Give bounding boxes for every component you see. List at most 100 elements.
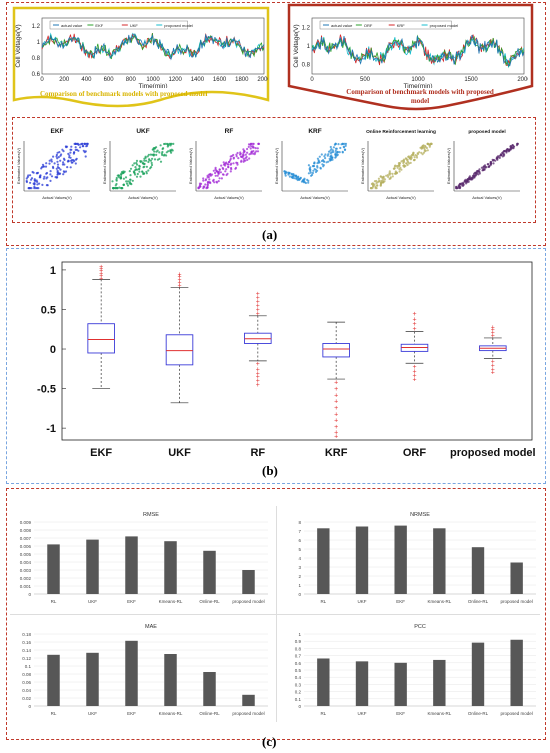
outlier-marker: + <box>99 266 103 273</box>
x-tick-label: Kmeans-RL <box>427 711 451 716</box>
scatter-point <box>212 169 215 172</box>
scatter-point <box>56 166 60 169</box>
x-tick-label: KRF <box>325 447 348 459</box>
bar <box>471 642 485 706</box>
scatter-point <box>42 165 45 168</box>
scatter-point <box>332 146 335 149</box>
scatter-point <box>169 150 172 153</box>
scatter-point <box>55 176 58 179</box>
bar-chart-pcc: PCC 0 0.1 0.2 0.3 0.4 0.5 0.6 0.7 0.8 0.9 1 RL UKF EKF… <box>295 624 536 716</box>
bar-chart-nrmse: NRMSE 0 1 2 3 4 5 6 7 8 RL UKF EKF Kmeans-RL Online-RL… <box>298 512 536 604</box>
scatter-panel: proposed model Actual Values(V) Estimated … <box>446 129 520 200</box>
legend-label: UKF <box>130 23 139 28</box>
x-tick-label: ORF <box>403 447 427 459</box>
x-tick-label: 1400 <box>191 77 205 83</box>
scatter-point <box>56 157 59 160</box>
bar <box>125 640 138 706</box>
scatter-point <box>45 184 48 187</box>
x-tick-label: RL <box>51 599 57 604</box>
scatter-point <box>327 160 330 163</box>
scatter-point <box>393 165 396 168</box>
scatter-point <box>147 169 150 172</box>
scatter-point <box>209 181 212 185</box>
outlier-marker: + <box>177 283 181 290</box>
scatter-point <box>197 187 200 190</box>
outlier-marker: + <box>256 295 260 302</box>
scatter-point <box>313 161 316 164</box>
scatter-point <box>376 184 379 187</box>
outlier-marker: + <box>491 324 495 331</box>
scatter-point <box>246 147 249 151</box>
scatter-title: proposed model <box>468 129 505 135</box>
scatter-point <box>482 169 485 172</box>
scatter-point <box>339 146 342 150</box>
scatter-point <box>62 161 65 164</box>
y-tick-label: 0.16 <box>22 640 31 645</box>
scatter-point <box>166 145 169 148</box>
scatter-point <box>501 151 504 154</box>
legend-label: actual value <box>61 23 83 28</box>
scatter-point <box>118 176 121 179</box>
scatter-x-label: Actual Values(V) <box>42 195 72 200</box>
scatter-point <box>370 187 373 190</box>
scatter-point <box>335 151 339 154</box>
scatter-point <box>400 168 403 171</box>
scatter-point <box>159 144 162 147</box>
scatter-point <box>418 151 421 154</box>
scatter-y-label: Estimated Values(V) <box>102 147 107 184</box>
scatter-point <box>115 179 118 182</box>
scatter-point <box>214 166 217 169</box>
scatter-point <box>147 153 150 156</box>
scatter-point <box>224 170 227 173</box>
scatter-point <box>50 158 53 161</box>
y-tick-label: 0 <box>50 344 56 356</box>
box-item: ++++++++++ <box>322 321 350 441</box>
scatter-point <box>66 166 69 169</box>
y-tick-label: 0.009 <box>20 520 32 525</box>
scatter-point <box>298 178 301 181</box>
scatter-point <box>505 151 508 154</box>
outlier-marker: + <box>491 358 495 365</box>
outlier-marker: + <box>256 311 260 318</box>
outlier-marker: + <box>412 321 416 328</box>
scatter-point <box>256 147 259 150</box>
scatter-point <box>329 158 332 161</box>
outlier-marker: + <box>491 362 495 369</box>
scatter-point <box>220 164 223 167</box>
y-tick-label: 0.08 <box>22 672 31 677</box>
x-tick-label: 500 <box>360 77 371 83</box>
scatter-point <box>128 170 131 173</box>
scatter-point <box>383 178 387 181</box>
x-axis-label: Time(min) <box>403 83 432 88</box>
scatter-point <box>316 166 319 169</box>
scatter-point <box>74 162 77 165</box>
scatter-point <box>246 151 249 154</box>
scatter-point <box>398 170 401 173</box>
x-tick-label: 1000 <box>411 77 425 83</box>
scatter-point <box>208 178 211 181</box>
y-tick-label: -0.5 <box>37 384 56 396</box>
x-tick-label: EKF <box>90 447 112 459</box>
scatter-point <box>382 175 385 178</box>
y-tick-label: 0.004 <box>20 560 32 565</box>
scatter-point <box>132 170 135 173</box>
legend-label: KRF <box>397 23 406 28</box>
scatter-point <box>150 161 153 165</box>
x-tick-label: 2000 <box>257 77 268 83</box>
scatter-point <box>42 177 45 180</box>
y-tick-label: 8 <box>298 520 301 525</box>
scatter-point <box>158 157 161 160</box>
scatter-point <box>58 151 61 154</box>
y-tick-label: 1 <box>307 44 311 50</box>
scatter-point <box>127 180 130 183</box>
y-tick-label: 0.02 <box>22 696 31 701</box>
scatter-point <box>473 172 476 175</box>
scatter-point <box>380 181 383 184</box>
scatter-point <box>77 149 80 152</box>
bar-divider-h <box>10 614 540 615</box>
outlier-marker: + <box>491 327 495 334</box>
bar <box>355 526 369 594</box>
scatter-point <box>409 156 412 159</box>
scatter-point <box>238 153 242 156</box>
scatter-point <box>487 165 490 168</box>
